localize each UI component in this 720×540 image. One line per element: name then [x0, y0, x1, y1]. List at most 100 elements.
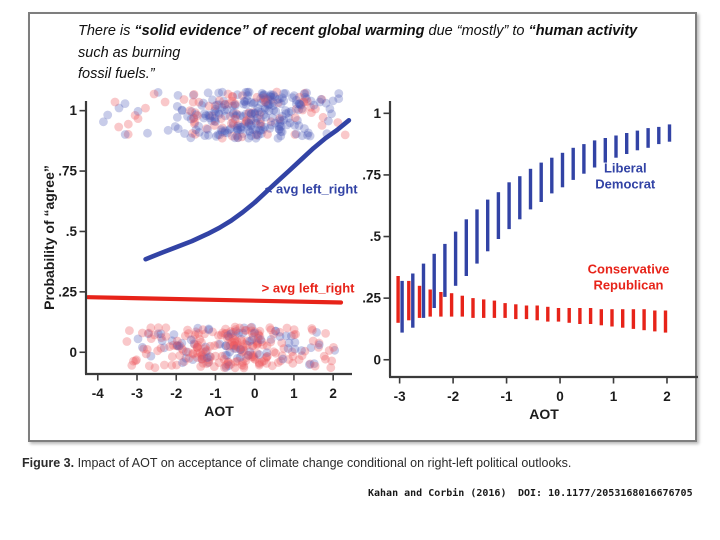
scatter-dot [220, 329, 230, 338]
scatter-dot [305, 131, 315, 141]
scatter-dot [258, 125, 268, 134]
scatter-dot [231, 112, 241, 121]
scatter-dot [173, 124, 183, 133]
scatter-dot [139, 344, 148, 354]
scatter-dot [295, 92, 304, 102]
x-tick-label: 2 [663, 389, 671, 404]
scatter-dot [163, 125, 173, 135]
scatter-dot [193, 323, 203, 333]
scatter-dot [259, 93, 269, 102]
scatter-dot [207, 111, 217, 121]
scatter-dot [235, 353, 245, 362]
scatter-dot [222, 105, 232, 114]
scatter-dot [239, 363, 249, 373]
scatter-dot [284, 108, 294, 117]
scatter-dot [250, 109, 260, 119]
scatter-dot [256, 114, 265, 124]
scatter-dot [220, 100, 230, 109]
scatter-dot [172, 340, 182, 350]
scatter-dot [248, 352, 257, 361]
scatter-dot [230, 114, 240, 124]
scatter-dot [214, 331, 223, 340]
scatter-dot [224, 125, 234, 135]
scatter-dot [255, 110, 264, 119]
scatter-dot [225, 341, 235, 350]
scatter-dot [246, 131, 256, 141]
scatter-dot [263, 99, 273, 109]
scatter-dot [186, 114, 196, 124]
scatter-dot [190, 330, 200, 340]
scatter-dot [220, 111, 230, 121]
scatter-dot [228, 118, 238, 127]
scatter-dot [266, 337, 276, 347]
scatter-dot [256, 126, 266, 135]
scatter-dot [197, 101, 207, 110]
scatter-dot [226, 327, 236, 336]
scatter-dot [252, 92, 262, 102]
scatter-dot [232, 340, 242, 350]
scatter-dot [256, 98, 266, 107]
scatter-dot [276, 122, 286, 131]
scatter-dot [168, 340, 178, 350]
scatter-dot [227, 92, 237, 101]
scatter-dot [230, 338, 240, 347]
scatter-dot [259, 356, 269, 366]
scatter-dot [265, 124, 275, 133]
quote-text: There is “solid evidence” of recent glob… [78, 21, 660, 86]
scatter-dot [172, 336, 182, 346]
scatter-dot [179, 357, 189, 366]
scatter-dot [298, 105, 308, 115]
scatter-dot [291, 104, 301, 114]
scatter-dot [290, 120, 299, 130]
scatter-dot [207, 116, 217, 126]
scatter-dot [233, 125, 242, 135]
scatter-dot [246, 98, 256, 107]
x-axis-title: AOT [204, 403, 234, 419]
scatter-dot [231, 109, 241, 118]
scatter-dot [239, 345, 249, 355]
scatter-dot [123, 129, 133, 139]
scatter-dot [251, 125, 260, 135]
scatter-dot [200, 329, 209, 339]
scatter-dot [276, 131, 286, 141]
scatter-dot [289, 91, 299, 100]
scatter-dot [194, 329, 204, 338]
scatter-dot [295, 99, 304, 109]
scatter-dot [218, 123, 227, 133]
scatter-dot [174, 341, 184, 351]
scatter-dot [173, 91, 183, 100]
scatter-dot [299, 89, 309, 99]
scatter-dot [220, 128, 230, 138]
scatter-dot [300, 88, 310, 98]
quote-segment: fossil fuels.” [78, 66, 155, 82]
scatter-dot [133, 106, 143, 116]
y-tick-label: .25 [362, 291, 381, 306]
x-tick-label: -4 [92, 386, 104, 401]
scatter-dot [302, 94, 311, 104]
scatter-dot [260, 97, 270, 107]
scatter-dot [247, 335, 257, 345]
scatter-dot [273, 358, 283, 367]
scatter-dot [293, 116, 302, 125]
scatter-dot [254, 360, 264, 370]
scatter-dot [156, 329, 166, 339]
scatter-dot [233, 121, 242, 131]
scatter-dot [254, 329, 263, 339]
quote-segment: due “mostly” to [424, 23, 529, 39]
scatter-dot [247, 328, 257, 338]
scatter-dot [236, 345, 245, 355]
scatter-dot [122, 337, 132, 346]
scatter-dot [281, 89, 290, 98]
scatter-dot [264, 106, 274, 116]
scatter-dot [181, 347, 191, 357]
scatter-dot [243, 91, 253, 100]
scatter-dot [261, 104, 270, 114]
scatter-dot [238, 346, 248, 356]
scatter-dot [196, 348, 205, 358]
scatter-dot [266, 120, 276, 130]
scatter-dot [256, 107, 266, 117]
scatter-dot [188, 97, 198, 107]
scatter-dot [291, 99, 301, 109]
scatter-dot [278, 354, 288, 364]
scatter-dot [233, 133, 243, 142]
